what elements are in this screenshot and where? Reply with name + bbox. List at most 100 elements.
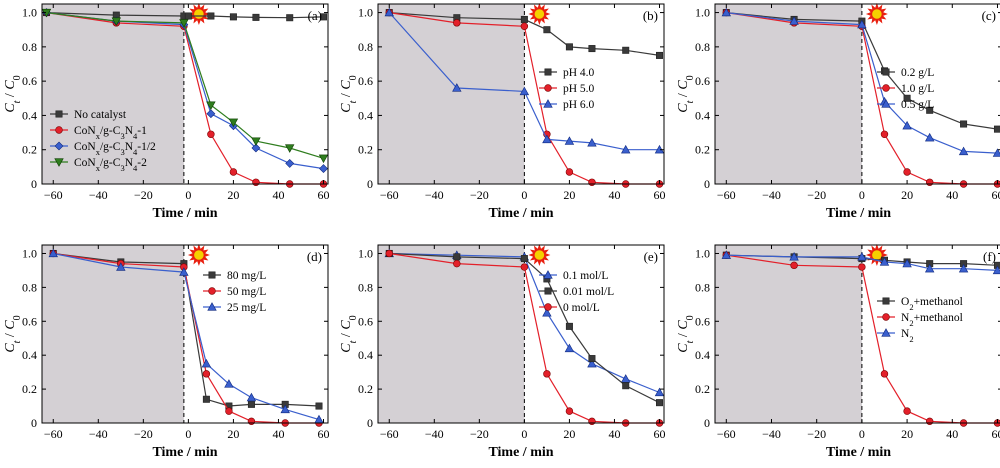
legend-item: 80 mg/L [203,270,266,282]
data-point [565,168,574,176]
y-tick-label: 0.8 [358,40,373,54]
series-line [726,12,998,130]
data-point [202,395,210,403]
y-tick-label: 0.6 [695,314,710,328]
data-point [621,374,631,383]
legend-label-part: x [96,147,101,157]
x-tick-label: −20 [807,427,826,441]
data-point [958,146,969,156]
legend-marker [208,271,216,279]
series-line [388,12,660,151]
y-tick-label: 0.8 [358,280,373,294]
series-line [389,252,660,394]
x-tick-label: 20 [901,427,913,441]
x-tick-label: 60 [317,427,329,441]
data-point [926,106,934,114]
legend-marker [882,313,890,321]
y-tick-label: 1.0 [695,246,710,260]
legend-item: 1.0 g/L [877,83,934,95]
legend: No catalystCoNx/g-C3N4-1CoNx/g-C3N4-1/2C… [50,109,156,173]
legend-item: No catalyst [50,109,127,121]
legend-marker [55,110,63,118]
data-point [251,143,261,153]
data-point [925,417,934,426]
legend-label-part: -1 [137,125,147,137]
data-point [202,370,211,378]
legend-label-part: x [96,163,101,173]
x-tick-label: 40 [272,188,284,202]
panel-c: −60 −40 −20 0 20 40 60 0 0.2 0.4 0.6 0.8 1.0 Time / m… [676,3,1000,221]
y-axis-title-sep: / [339,330,354,341]
legend-label: CoNx/g-C3N4-1 [74,125,147,141]
series-line [389,252,660,404]
y-axis-title-sub: t [348,100,359,103]
legend-label: N2 [901,328,914,344]
panel-e: −60 −40 −20 0 20 40 60 0 0.2 0.4 0.6 0.8 1.0 Time / m… [339,244,665,460]
data-point [252,13,260,21]
legend-item: 25 mg/L [203,302,266,314]
legend-label-part: 2 [909,334,913,344]
sun-body [193,8,205,20]
legend-label-part: /g-C [100,157,121,169]
series-ph-4-0 [385,9,663,59]
data-point [319,13,327,21]
data-point [925,178,934,186]
legend-label: N2+methanol [901,312,963,328]
data-point [247,417,256,426]
data-point [902,258,912,268]
y-tick-label: 0.8 [22,40,37,54]
y-tick-label: 0.4 [22,108,37,122]
legend-label-part: 4 [133,163,138,173]
data-point [207,130,215,138]
plot-frame [41,3,329,185]
data-point [654,387,665,397]
dark-region [42,4,184,184]
series-25-mg-l [48,248,324,424]
legend-label-part: +methanol [914,312,963,324]
x-tick-label: −60 [717,188,736,202]
y-axis-title-sub: t [12,340,23,343]
x-tick-label: 60 [653,188,665,202]
x-tick-label: −40 [762,188,781,202]
data-point [184,12,192,20]
x-axis-title: Time / min [826,445,891,460]
data-point [207,12,215,20]
legend-label: 0.5 g/L [901,99,934,111]
data-point [520,263,529,271]
legend-item: N2 [877,328,914,344]
legend-marker [544,84,552,92]
y-axis-title-c0: C [339,80,354,90]
y-tick-label: 1.0 [358,6,373,20]
x-tick-label: −40 [425,188,444,202]
data-point [543,370,551,378]
legend-label-part: N [125,141,134,153]
x-tick-label: 0 [185,427,191,441]
y-tick-label: 1.0 [695,6,710,20]
data-point [880,370,889,378]
legend-label-part: CoN [74,125,96,137]
data-point [315,402,323,410]
legend-label: 0.01 mol/L [563,286,614,298]
x-axis-title: Time / min [826,206,891,221]
legend-marker [207,302,217,311]
plot-frame [714,244,1000,424]
series-0-5-g-l [721,7,1000,157]
legend-marker [881,328,891,337]
y-tick-label: 0.8 [695,40,710,54]
x-tick-label: 0 [521,188,527,202]
y-tick-label: 0 [704,177,710,191]
x-tick-label: 0 [859,427,865,441]
data-point [543,26,551,34]
x-tick-label: 20 [563,427,575,441]
legend: 0.2 g/L 1.0 g/L 0.5 g/L [877,67,934,111]
y-axis-title: Ct / C0 [676,315,696,352]
x-tick-label: −40 [762,427,781,441]
data-point [319,164,328,173]
legend-label-part: O [901,296,909,308]
data-point [857,19,867,29]
x-tick-label: 0 [521,427,527,441]
data-point [384,7,394,17]
legend-label: No catalyst [74,109,127,121]
y-axis-title: Ct / C0 [339,315,359,352]
data-point [111,17,122,26]
